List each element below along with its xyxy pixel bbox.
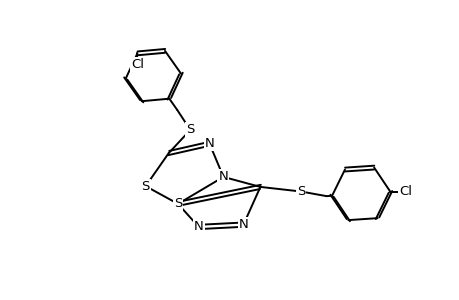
Text: S: S (297, 185, 305, 198)
Text: N: N (218, 170, 228, 183)
Text: Cl: Cl (398, 185, 411, 198)
Text: N: N (194, 220, 203, 233)
Text: S: S (174, 197, 182, 210)
Text: Cl: Cl (131, 58, 144, 71)
Text: S: S (186, 123, 194, 136)
Text: N: N (238, 218, 248, 231)
Text: S: S (141, 180, 150, 193)
Text: N: N (204, 137, 214, 150)
